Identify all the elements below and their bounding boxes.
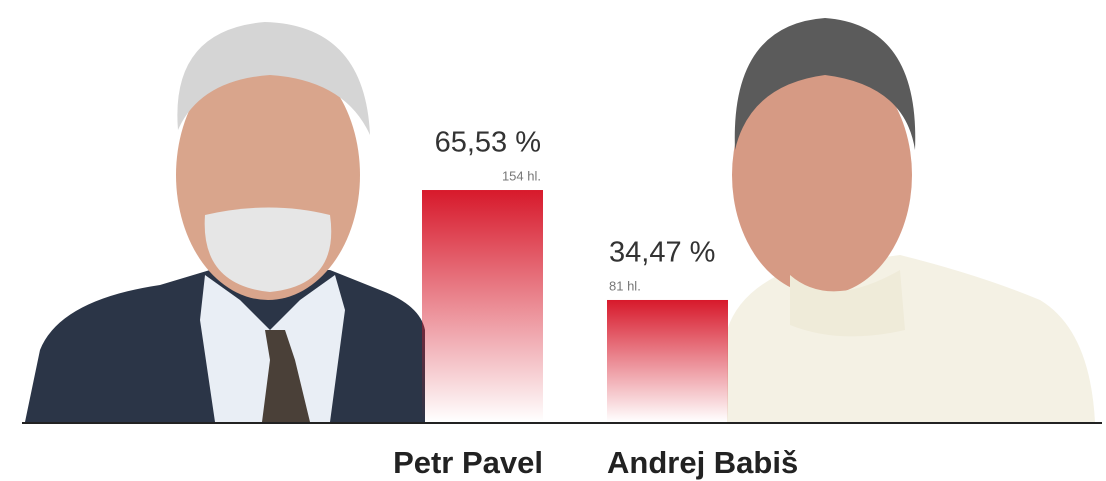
- vote-count: 154 hl.: [502, 168, 541, 183]
- value-label: 34,47 %: [609, 237, 715, 269]
- bar: [607, 299, 728, 422]
- bar: [422, 190, 543, 422]
- candidate-name: Andrej Babiš: [607, 445, 798, 480]
- value-label: 65,53 %: [435, 127, 541, 159]
- portrait-pavel: [25, 22, 425, 422]
- vote-count: 81 hl.: [609, 278, 641, 293]
- candidate-name: Petr Pavel: [393, 445, 543, 480]
- portrait-babis: [727, 18, 1095, 422]
